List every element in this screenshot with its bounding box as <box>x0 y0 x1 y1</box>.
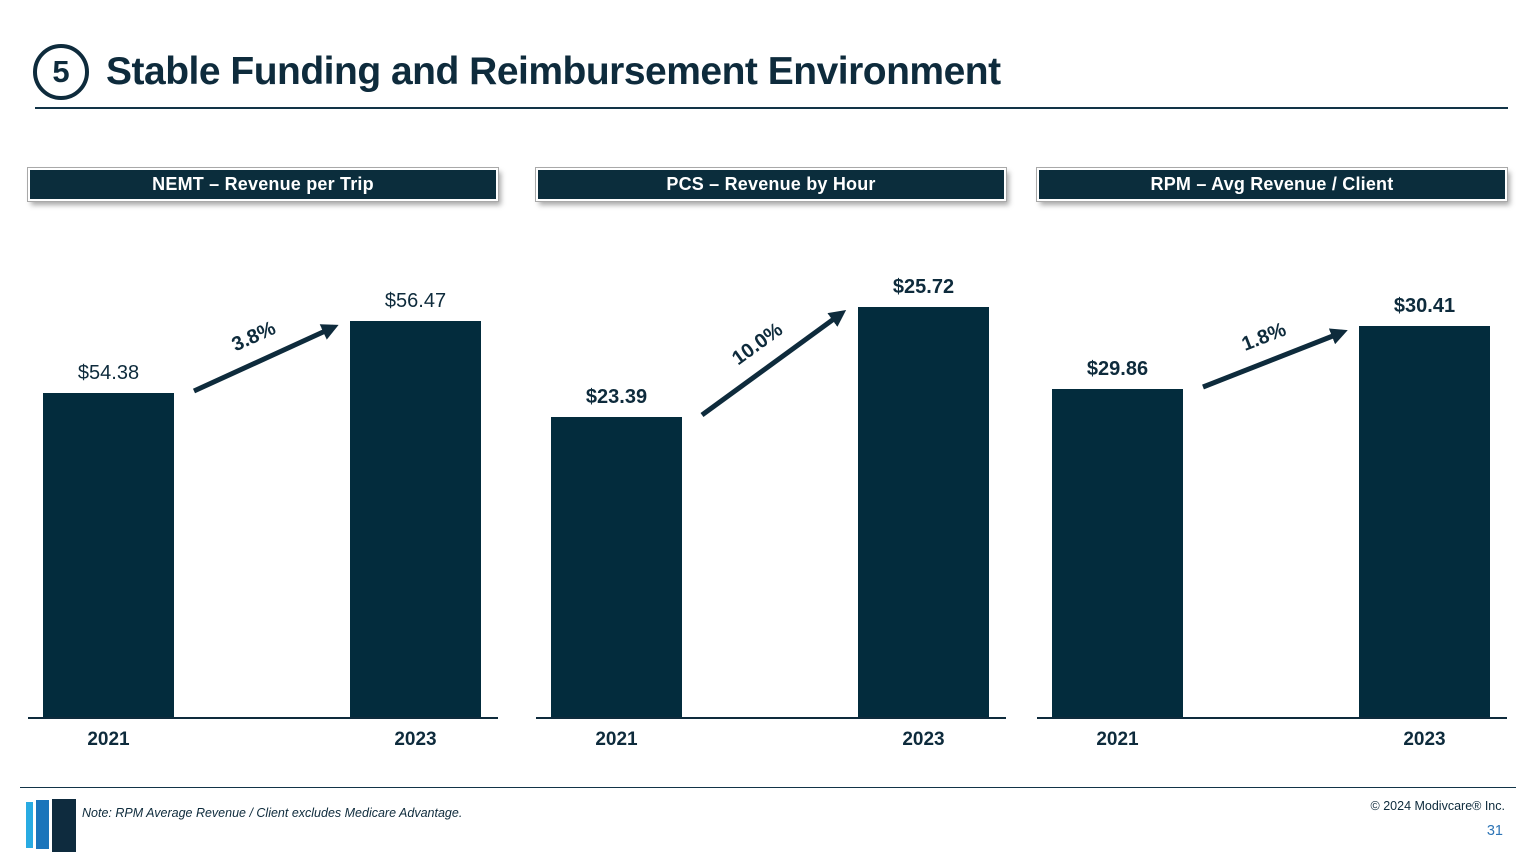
copyright-text: © 2024 Modivcare® Inc. <box>1370 799 1505 813</box>
bar-value-label: $30.41 <box>1393 295 1456 317</box>
bar-2023 <box>1359 326 1490 717</box>
bar-2023 <box>350 321 481 717</box>
x-axis-labels: 2021 2023 <box>1037 719 1507 761</box>
bar-chart-rpm: $29.86 $30.41 1.8% <box>1037 247 1507 719</box>
x-tick-2021: 2021 <box>595 729 638 750</box>
chart-title-badge: PCS – Revenue by Hour <box>536 168 1006 201</box>
chart-panel-rpm: RPM – Avg Revenue / Client $29.86 $30.41… <box>1037 168 1507 761</box>
bar-value-label: $25.72 <box>892 276 955 298</box>
chart-title-label: RPM – Avg Revenue / Client <box>1150 174 1394 194</box>
chart-title-label: PCS – Revenue by Hour <box>666 174 876 194</box>
slide-number-circle-icon: 5 <box>33 44 89 100</box>
x-tick-2021: 2021 <box>87 729 130 750</box>
x-tick-2023: 2023 <box>394 729 437 750</box>
bar-value-label: $29.86 <box>1086 358 1149 380</box>
chart-panel-nemt: NEMT – Revenue per Trip $54.38 $56.47 3.… <box>28 168 498 761</box>
x-tick-2023: 2023 <box>902 729 945 750</box>
page-title: Stable Funding and Reimbursement Environ… <box>106 50 1001 93</box>
modivcare-logo <box>26 799 76 852</box>
footnote: Note: RPM Average Revenue / Client exclu… <box>82 806 463 820</box>
footer-divider <box>20 787 1516 788</box>
x-tick-2023: 2023 <box>1403 729 1446 750</box>
bar-2021 <box>1052 389 1183 717</box>
bar-value-label: $23.39 <box>585 386 648 408</box>
x-axis-labels: 2021 2023 <box>536 719 1006 761</box>
title-underline <box>35 107 1508 109</box>
logo-bar-light-blue <box>26 802 33 848</box>
bar-chart-pcs: $23.39 $25.72 10.0% <box>536 247 1006 719</box>
bar-chart-nemt: $54.38 $56.47 3.8% <box>28 247 498 719</box>
page-number: 31 <box>1486 823 1503 839</box>
bar-2021 <box>551 417 682 717</box>
x-tick-2021: 2021 <box>1096 729 1139 750</box>
logo-bar-navy <box>52 799 76 852</box>
logo-bar-mid-blue <box>36 800 49 849</box>
bar-2023 <box>858 307 989 717</box>
growth-rate-label: 1.8% <box>1238 318 1290 356</box>
slide-number-badge: 5 <box>52 54 70 89</box>
chart-panel-pcs: PCS – Revenue by Hour $23.39 $25.72 10.0… <box>536 168 1006 761</box>
slide-header: 5 Stable Funding and Reimbursement Envir… <box>33 44 1001 100</box>
bar-2021 <box>43 393 174 717</box>
growth-rate-label: 10.0% <box>728 318 787 370</box>
bar-value-label: $54.38 <box>77 362 140 384</box>
chart-title-badge: RPM – Avg Revenue / Client <box>1037 168 1507 201</box>
chart-title-label: NEMT – Revenue per Trip <box>152 174 374 194</box>
x-axis-labels: 2021 2023 <box>28 719 498 761</box>
growth-rate-label: 3.8% <box>228 317 280 357</box>
bar-value-label: $56.47 <box>384 290 447 312</box>
chart-title-badge: NEMT – Revenue per Trip <box>28 168 498 201</box>
